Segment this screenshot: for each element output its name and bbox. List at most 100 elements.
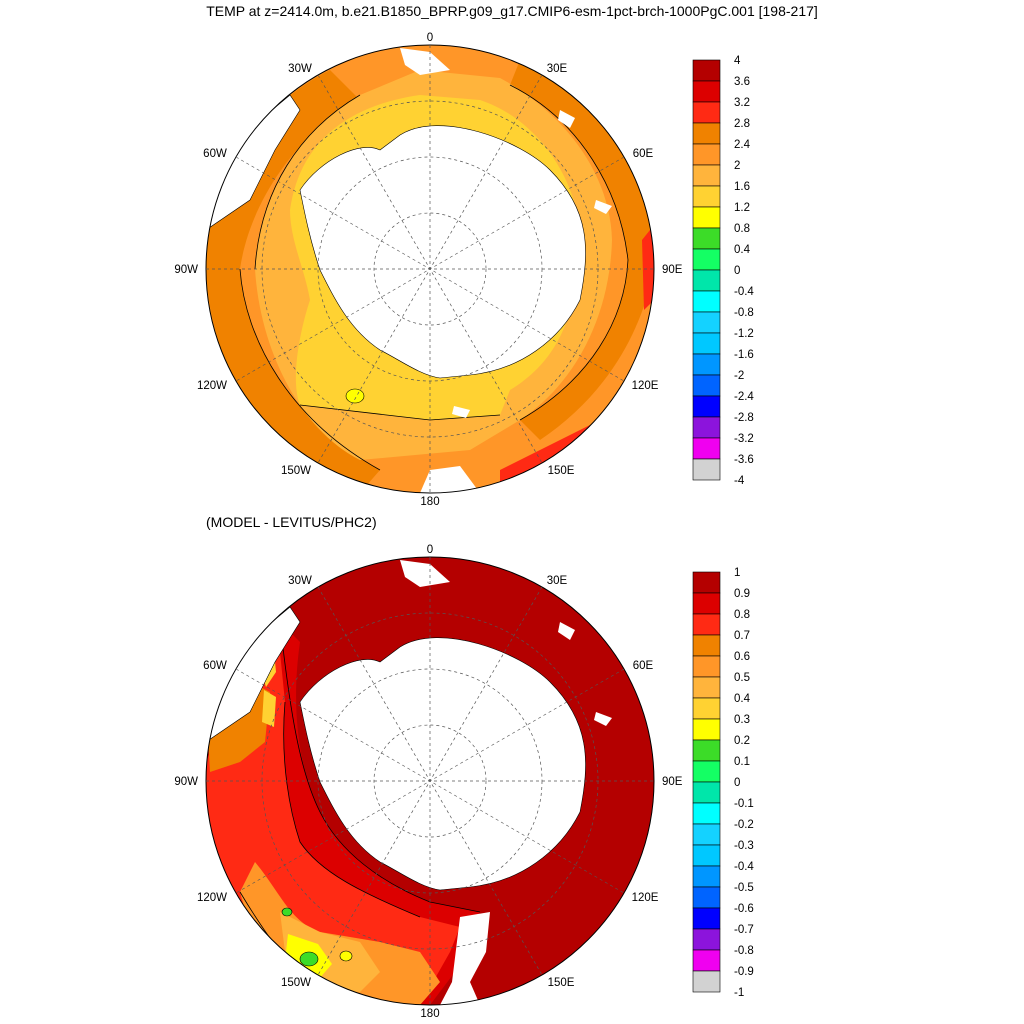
colorbar-bottom-swatch-2 [692, 613, 721, 636]
colorbar-bottom-swatch-8 [692, 739, 721, 762]
lon-label-90e: 90E [662, 264, 683, 276]
page-title: TEMP at z=2414.0m, b.e21.B1850_BPRP.g09_… [206, 3, 818, 19]
colorbar-bottom-swatch-0 [692, 571, 721, 594]
colorbar-top-tick-label: 1.6 [734, 181, 750, 193]
colorbar-bottom-tick-label: 0.2 [734, 735, 750, 747]
colorbar-top-tick-label: -2.4 [734, 391, 754, 403]
colorbar-bottom-swatch-12 [692, 823, 721, 846]
colorbar-bottom-tick-label: 0.7 [734, 630, 750, 642]
lon-label-150e: 150E [548, 465, 575, 477]
colorbar-top-tick-label: 1.2 [734, 202, 750, 214]
colorbar-bottom-tick-label: -0.3 [734, 840, 754, 852]
colorbar-top-swatch-9 [692, 248, 721, 271]
colorbar-top-tick-label: 3.2 [734, 97, 750, 109]
colorbar-top-swatch-13 [692, 332, 721, 355]
lon-label-150e: 150E [548, 977, 575, 989]
colorbar-top-swatch-3 [692, 122, 721, 145]
colorbar-top-swatch-15 [692, 374, 721, 397]
colorbar-top-swatch-5 [692, 164, 721, 187]
lon-label-30w: 30W [288, 63, 312, 75]
colorbar-top: 4 3.6 3.2 2.8 2.4 2 1.6 1.2 0.8 0.4 0 -0.4 -0.8 -1.2 -… [692, 55, 754, 487]
colorbar-bottom-swatch-13 [692, 844, 721, 867]
lon-label-120w: 120W [197, 380, 227, 392]
colorbar-bottom-tick-label: 0.9 [734, 588, 750, 600]
colorbar-top-tick-label: 0.8 [734, 223, 750, 235]
lon-label-30e: 30E [547, 63, 568, 75]
graticule [206, 557, 654, 1005]
colorbar-bottom-swatch-9 [692, 760, 721, 783]
lon-label-180: 180 [420, 1008, 439, 1020]
lon-label-90w: 90W [174, 264, 198, 276]
difference-map-panel: 0 30E 60E 90E 120E 150E 180 150W 120W 90… [174, 544, 754, 1020]
colorbar-top-swatch-10 [692, 269, 721, 292]
colorbar-top-swatch-11 [692, 290, 721, 313]
colorbar-bottom-swatch-11 [692, 802, 721, 825]
colorbar-bottom-swatch-14 [692, 865, 721, 888]
colorbar-top-swatch-7 [692, 206, 721, 229]
colorbar-bottom-swatch-16 [692, 907, 721, 930]
colorbar-top-tick-label: 0 [734, 265, 740, 277]
lon-label-120e: 120E [632, 380, 659, 392]
colorbar-bottom-swatch-3 [692, 634, 721, 657]
colorbar-bottom-swatch-15 [692, 886, 721, 909]
colorbar-bottom-tick-label: -0.2 [734, 819, 754, 831]
lon-label-0: 0 [427, 544, 433, 556]
colorbar-bottom-tick-label: 0.6 [734, 651, 750, 663]
lon-label-90e: 90E [662, 776, 683, 788]
colorbar-top-swatch-14 [692, 353, 721, 376]
colorbar-top-tick-label: 0.4 [734, 244, 751, 256]
colorbar-bottom-tick-label: 0.8 [734, 609, 750, 621]
colorbar-top-tick-label: -3.6 [734, 454, 754, 466]
colorbar-bottom-tick-label: -0.5 [734, 882, 754, 894]
colorbar-top-tick-label: -1.6 [734, 349, 754, 361]
colorbar-bottom-tick-label: 0.3 [734, 714, 750, 726]
lon-label-0: 0 [427, 32, 433, 44]
colorbar-bottom-tick-label: -0.8 [734, 945, 754, 957]
difference-title: (MODEL - LEVITUS/PHC2) [206, 514, 377, 530]
lon-label-30e: 30E [547, 575, 568, 587]
graticule [206, 45, 654, 493]
colorbar-top-tick-label: -3.2 [734, 433, 754, 445]
colorbar-top-swatch-0 [692, 59, 721, 82]
colorbar-top-tick-label: 4 [734, 55, 741, 67]
colorbar-bottom-tick-label: -0.6 [734, 903, 754, 915]
colorbar-top-tick-label: 3.6 [734, 76, 750, 88]
colorbar-top-swatch-19 [692, 458, 721, 481]
colorbar-top-swatch-18 [692, 437, 721, 460]
lon-label-60w: 60W [203, 660, 227, 672]
colorbar-top-swatch-2 [692, 101, 721, 124]
colorbar-bottom-swatch-5 [692, 676, 721, 699]
colorbar-bottom-tick-label: -0.7 [734, 924, 754, 936]
colorbar-bottom-swatch-10 [692, 781, 721, 804]
lon-label-150w: 150W [281, 977, 311, 989]
colorbar-top-tick-label: -4 [734, 475, 745, 487]
colorbar-bottom-tick-label: 1 [734, 567, 740, 579]
colorbar-bottom-tick-label: -0.9 [734, 966, 754, 978]
colorbar-top-swatch-4 [692, 143, 721, 166]
lon-label-120w: 120W [197, 892, 227, 904]
colorbar-bottom-tick-label: -1 [734, 987, 744, 999]
colorbar-top-swatch-12 [692, 311, 721, 334]
colorbar-bottom-tick-label: -0.1 [734, 798, 754, 810]
colorbar-top-swatch-1 [692, 80, 721, 103]
colorbar-top-tick-label: -2.8 [734, 412, 754, 424]
colorbar-bottom-swatch-19 [692, 970, 721, 993]
temperature-map-panel: 0 30E 60E 90E 120E 150E 180 150W 120W 90… [174, 32, 754, 508]
colorbar-bottom-tick-label: 0.4 [734, 693, 751, 705]
lon-label-30w: 30W [288, 575, 312, 587]
colorbar-top-tick-label: 2.4 [734, 139, 751, 151]
lon-label-150w: 150W [281, 465, 311, 477]
colorbar-top-swatch-16 [692, 395, 721, 418]
lon-label-60e: 60E [633, 148, 654, 160]
colorbar-bottom-swatch-4 [692, 655, 721, 678]
colorbar-top-tick-label: -2 [734, 370, 744, 382]
colorbar-bottom-tick-label: -0.4 [734, 861, 754, 873]
colorbar-top-tick-label: -0.4 [734, 286, 754, 298]
colorbar-bottom-swatch-17 [692, 928, 721, 951]
colorbar-top-tick-label: 2 [734, 160, 740, 172]
colorbar-top-tick-label: -0.8 [734, 307, 754, 319]
colorbar-bottom-tick-label: 0 [734, 777, 740, 789]
lon-label-60e: 60E [633, 660, 654, 672]
colorbar-bottom-tick-label: 0.5 [734, 672, 750, 684]
colorbar-top-swatch-8 [692, 227, 721, 250]
